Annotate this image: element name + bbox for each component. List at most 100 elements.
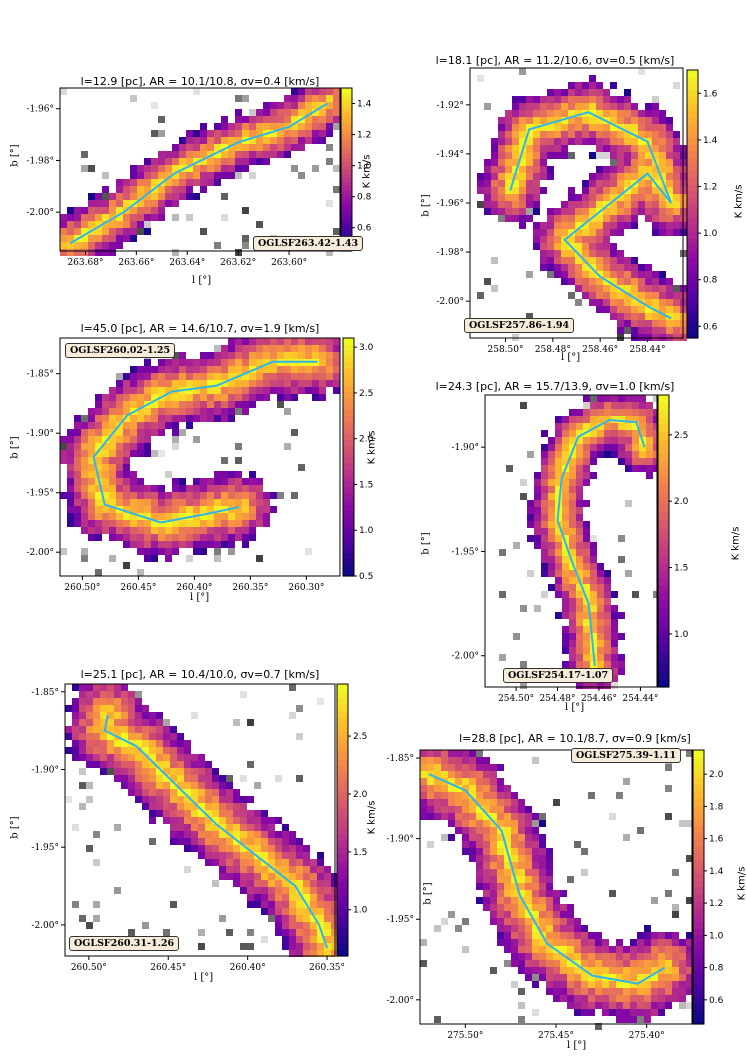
emission-cell: [193, 137, 200, 144]
colorbar-segment: [337, 738, 348, 746]
emission-cell: [597, 430, 604, 437]
emission-cell: [651, 1002, 658, 1009]
emission-cell: [596, 96, 603, 103]
emission-cell: [242, 478, 249, 485]
emission-cell: [93, 698, 100, 705]
emission-cell: [525, 841, 532, 848]
background-cell: [247, 929, 254, 936]
emission-cell: [583, 647, 590, 654]
emission-cell: [165, 359, 172, 366]
emission-cell: [610, 257, 617, 264]
emission-cell: [74, 242, 81, 249]
colorbar-segment: [658, 533, 669, 542]
emission-cell: [526, 117, 533, 124]
emission-cell: [326, 102, 333, 109]
emission-cell: [284, 352, 291, 359]
emission-cell: [539, 848, 546, 855]
emission-cell: [576, 458, 583, 465]
emission-cell: [310, 915, 317, 922]
emission-cell: [588, 960, 595, 967]
emission-cell: [574, 932, 581, 939]
emission-cell: [123, 450, 130, 457]
emission-cell: [569, 444, 576, 451]
background-cell: [637, 1016, 644, 1023]
emission-cell: [666, 327, 673, 334]
emission-cell: [156, 747, 163, 754]
emission-cell: [200, 151, 207, 158]
background-cell: [462, 946, 469, 953]
emission-cell: [589, 194, 596, 201]
emission-cell: [198, 782, 205, 789]
emission-cell: [476, 806, 483, 813]
colorbar-tick-label: 1.0: [357, 162, 372, 172]
emission-cell: [532, 883, 539, 890]
emission-cell: [326, 338, 333, 345]
emission-cell: [547, 117, 554, 124]
emission-cell: [576, 661, 583, 668]
filament-spine: [92, 360, 318, 524]
emission-cell: [198, 754, 205, 761]
emission-cell: [95, 207, 102, 214]
emission-cell: [553, 932, 560, 939]
emission-cell: [477, 180, 484, 187]
emission-cell: [672, 946, 679, 953]
emission-cell: [610, 208, 617, 215]
emission-cell: [596, 285, 603, 292]
colorbar-segment: [693, 825, 704, 833]
emission-cell: [469, 848, 476, 855]
emission-cell: [533, 166, 540, 173]
emission-cell: [603, 187, 610, 194]
emission-cell: [207, 373, 214, 380]
emission-cell: [114, 691, 121, 698]
emission-cell: [562, 444, 569, 451]
emission-cell: [163, 810, 170, 817]
emission-cell: [547, 257, 554, 264]
emission-cell: [102, 200, 109, 207]
emission-cell: [177, 810, 184, 817]
emission-cell: [333, 109, 340, 116]
emission-cell: [490, 918, 497, 925]
emission-cell: [93, 747, 100, 754]
emission-cell: [525, 869, 532, 876]
emission-cell: [123, 513, 130, 520]
emission-cell: [149, 726, 156, 733]
emission-cell: [305, 373, 312, 380]
y-tick-label: -1.96°: [26, 105, 54, 115]
emission-cell: [60, 492, 67, 499]
emission-cell: [123, 179, 130, 186]
emission-cell: [527, 500, 534, 507]
emission-cell: [123, 492, 130, 499]
emission-cell: [652, 201, 659, 208]
background-cell: [434, 1016, 441, 1023]
emission-cell: [632, 451, 639, 458]
emission-cell: [261, 831, 268, 838]
emission-cell: [67, 457, 74, 464]
emission-cell: [639, 465, 646, 472]
emission-cell: [137, 499, 144, 506]
emission-cell: [179, 359, 186, 366]
emission-cell: [116, 415, 123, 422]
colorbar-segment: [337, 690, 348, 699]
emission-cell: [624, 292, 631, 299]
emission-cell: [624, 173, 631, 180]
emission-cell: [193, 492, 200, 499]
emission-cell: [540, 152, 547, 159]
emission-cell: [179, 478, 186, 485]
emission-cell: [589, 299, 596, 306]
emission-cell: [576, 472, 583, 479]
emission-cell: [242, 338, 249, 345]
filament-spine: [556, 419, 646, 667]
emission-cell: [576, 465, 583, 472]
emission-cell: [312, 137, 319, 144]
emission-cell: [666, 292, 673, 299]
emission-cell: [205, 768, 212, 775]
background-cell: [81, 548, 88, 555]
emission-cell: [219, 817, 226, 824]
emission-cell: [625, 451, 632, 458]
emission-cell: [604, 402, 611, 409]
emission-cell: [631, 194, 638, 201]
emission-cell: [603, 292, 610, 299]
emission-cell: [296, 936, 303, 943]
colorbar-segment: [341, 132, 352, 138]
background-cell: [499, 549, 506, 556]
